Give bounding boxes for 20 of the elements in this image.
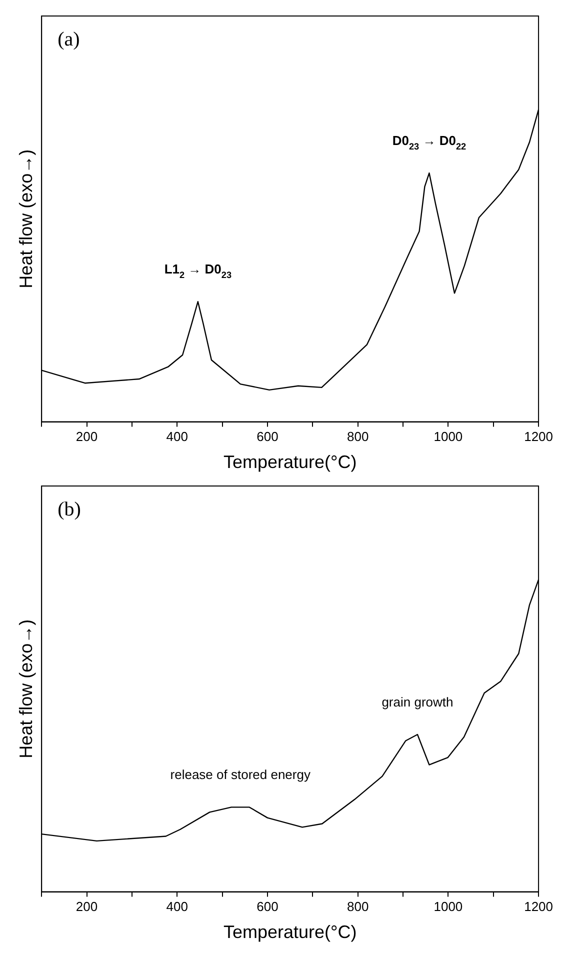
x-tick-label: 1000 [434, 899, 463, 914]
x-tick-label: 800 [346, 899, 369, 914]
y-axis-title: Heat flow (exo→) [16, 149, 36, 288]
text: (b) [58, 498, 81, 520]
annotation: release of stored energy [170, 767, 311, 782]
x-tick-label: 400 [166, 429, 188, 444]
x-tick-label: 200 [76, 429, 98, 444]
x-tick-label: 1200 [524, 899, 553, 914]
x-tick-label: 1200 [524, 429, 553, 444]
x-tick-label: 200 [76, 899, 98, 914]
x-tick-label: 600 [256, 899, 278, 914]
x-tick-label: 1000 [434, 429, 463, 444]
annotation: grain growth [382, 694, 454, 710]
y-axis-title: Heat flow (exo→) [16, 619, 36, 758]
text: (a) [58, 28, 80, 50]
x-tick-label: 400 [166, 899, 188, 914]
x-axis-title: Temperature(°C) [223, 452, 357, 472]
x-tick-label: 600 [256, 429, 278, 444]
x-axis-title: Temperature(°C) [223, 922, 357, 942]
x-tick-label: 800 [346, 429, 369, 444]
